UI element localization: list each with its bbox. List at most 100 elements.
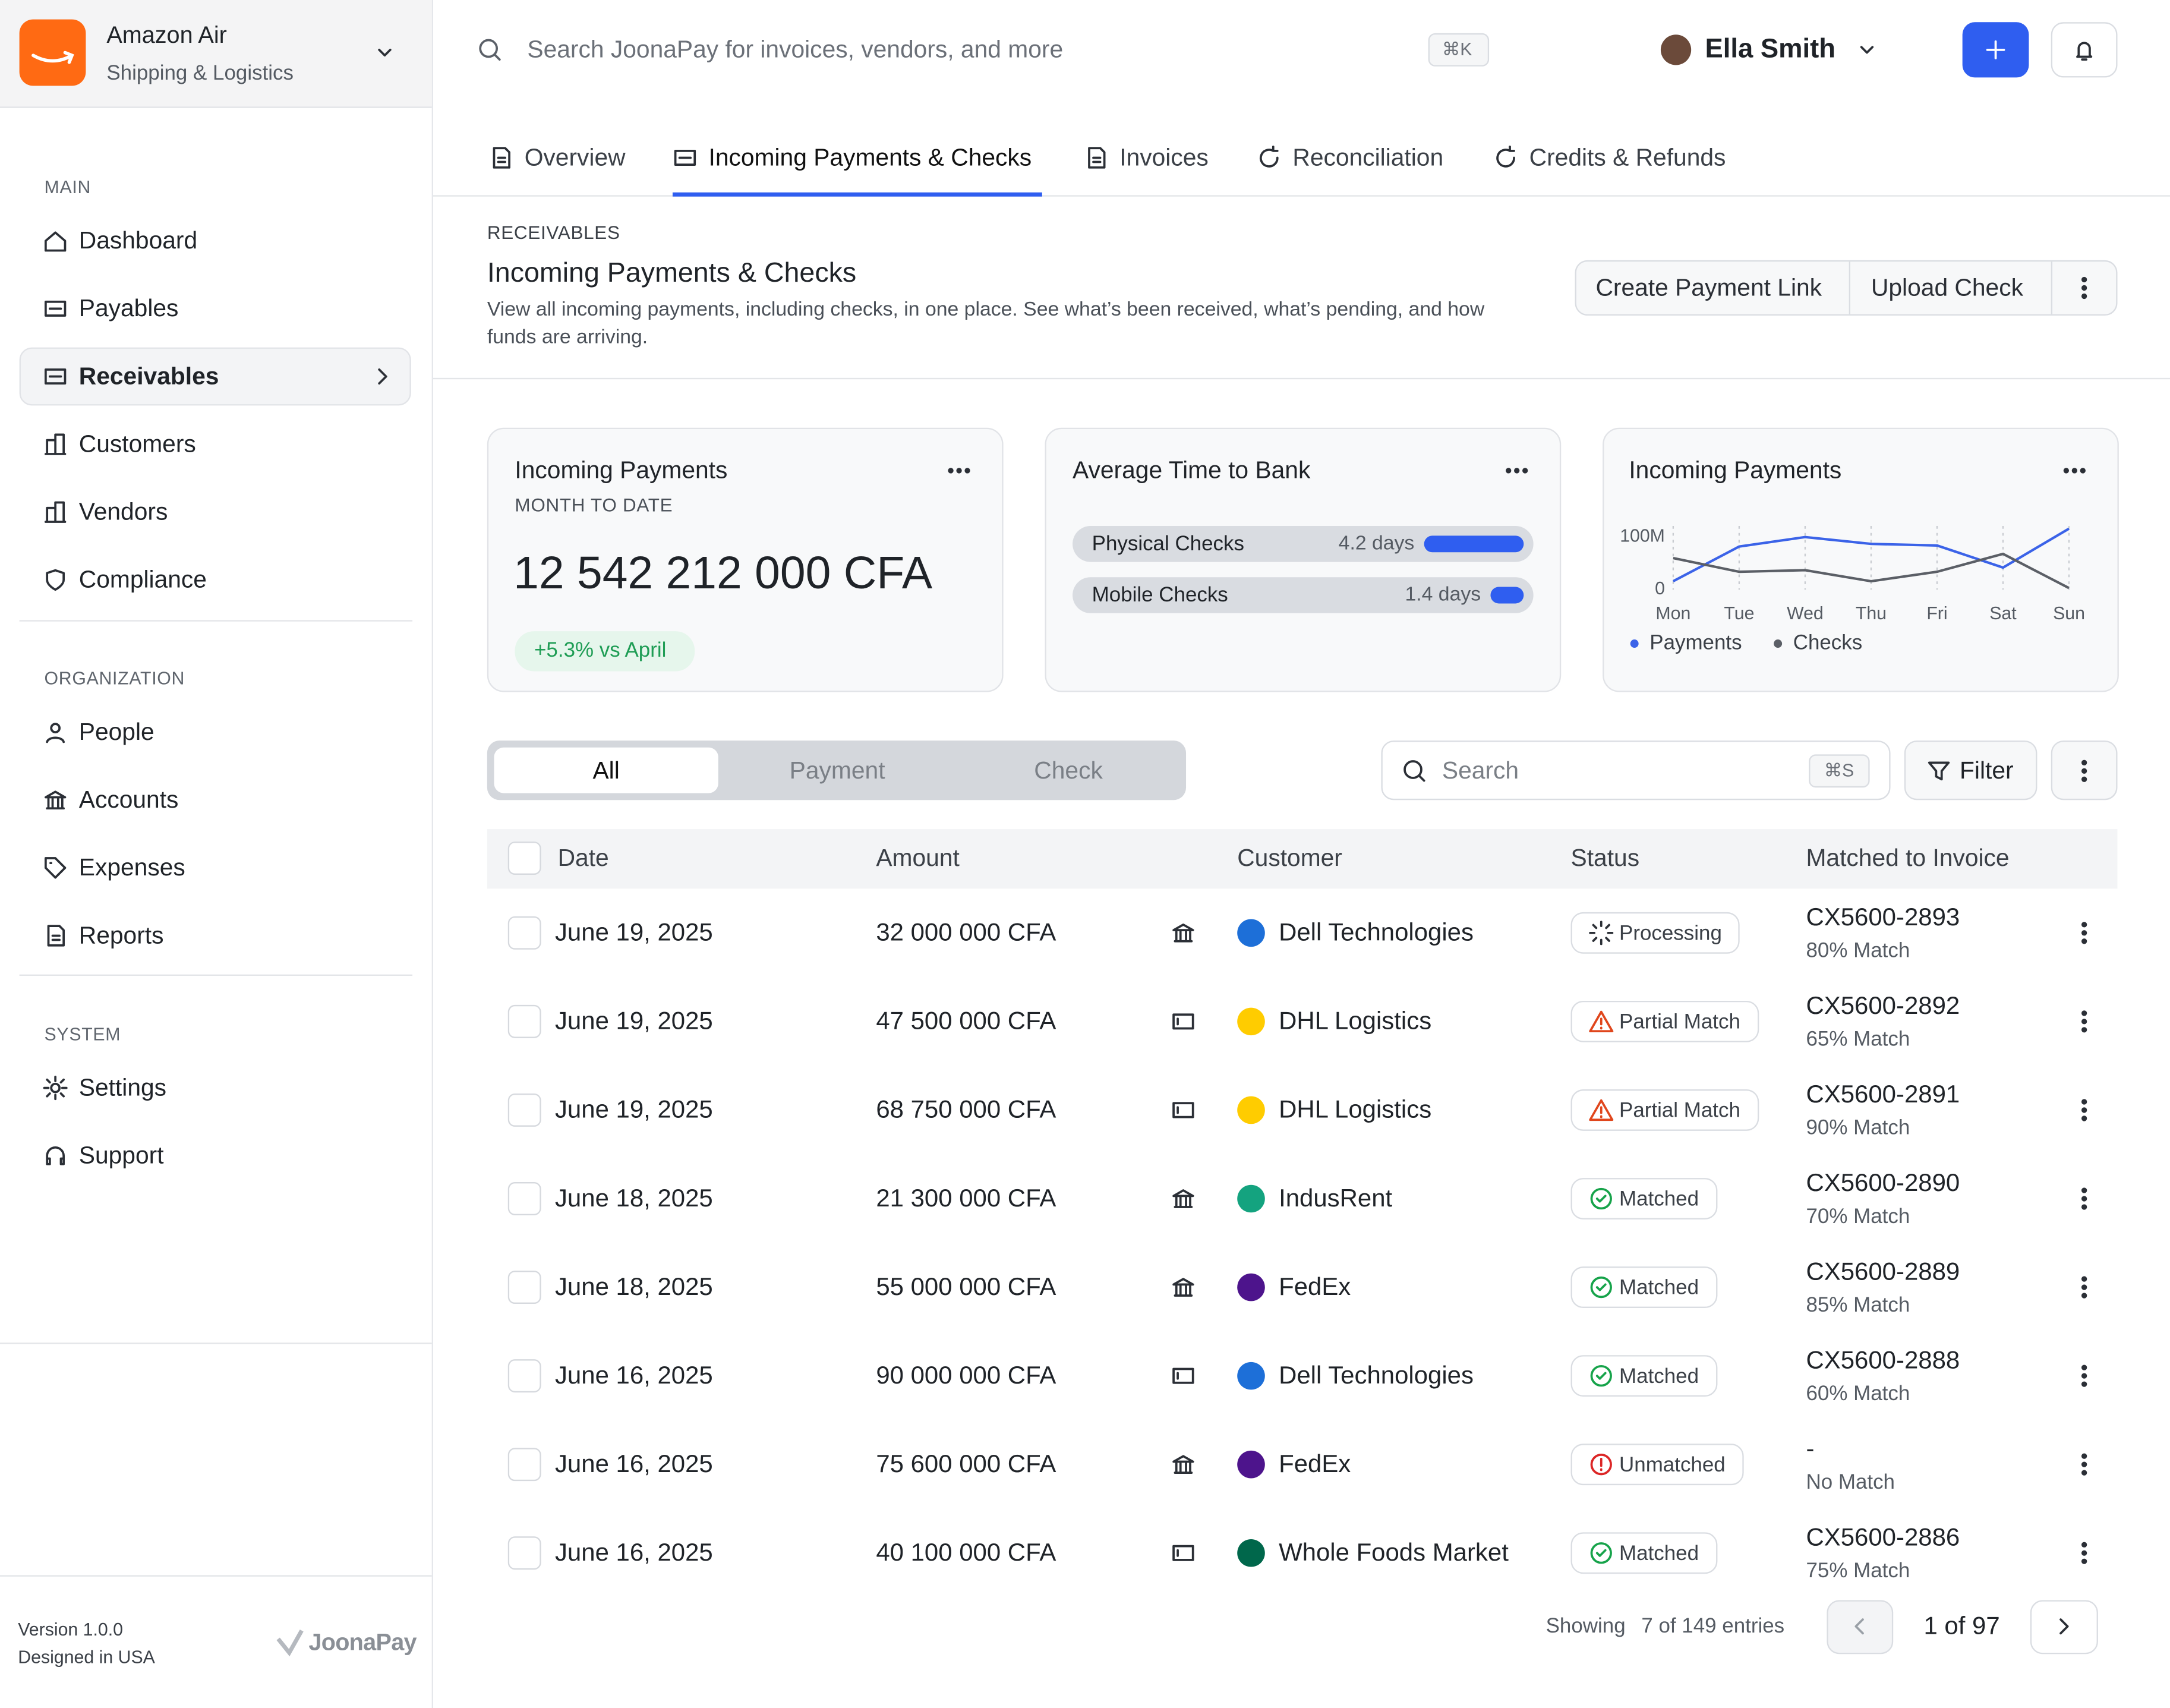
icon: [1986, 40, 2005, 59]
eyebrow: RECEIVABLES: [487, 222, 620, 243]
tab[interactable]: Invoices: [1119, 143, 1209, 171]
amount: 55 000 000 CFA: [876, 1272, 1056, 1301]
checkbox[interactable]: [507, 1182, 541, 1215]
section-title: ORGANIZATION: [44, 667, 185, 689]
tab[interactable]: Reconciliation: [1292, 143, 1444, 171]
nav-item[interactable]: Settings: [78, 1073, 167, 1101]
match: 70% Match: [1806, 1205, 1910, 1229]
page-indicator: 1 of 97: [1923, 1612, 2000, 1640]
column-header: Customer: [1237, 843, 1342, 872]
date: June 18, 2025: [554, 1184, 713, 1212]
brand-mark: [276, 1629, 304, 1657]
icon: [46, 569, 65, 591]
segment-active[interactable]: [494, 747, 718, 793]
match: 60% Match: [1806, 1382, 1910, 1406]
nav-item[interactable]: Receivables: [78, 362, 219, 390]
nav-item[interactable]: Accounts: [78, 785, 179, 814]
checkbox[interactable]: [507, 1448, 541, 1482]
segment[interactable]: Check: [1034, 756, 1103, 784]
checkbox[interactable]: [507, 1536, 541, 1570]
global-search[interactable]: Search JoonaPay for invoices, vendors, a…: [527, 35, 1064, 63]
shortcut: ⌘K: [1442, 39, 1472, 60]
nav-item[interactable]: Customers: [78, 430, 196, 458]
series-line: [1673, 552, 2070, 590]
dot: [2081, 760, 2087, 765]
checkbox[interactable]: [507, 1004, 541, 1038]
checkbox[interactable]: [507, 916, 541, 950]
time-value: 1.4 days: [1405, 582, 1481, 605]
tab[interactable]: Overview: [524, 143, 626, 171]
card-subtitle: MONTH TO DATE: [515, 494, 673, 516]
icon: [674, 150, 696, 166]
customer-logo: [1237, 1539, 1265, 1567]
nav-item[interactable]: Support: [78, 1141, 164, 1169]
y-tick-label: 100M: [1620, 527, 1665, 546]
dot: [2063, 468, 2070, 474]
checkbox[interactable]: [507, 842, 541, 875]
table-search[interactable]: [1381, 740, 1891, 801]
nav-item[interactable]: Payables: [78, 294, 179, 322]
next-button[interactable]: [2030, 1600, 2098, 1655]
icon-path: [46, 1146, 65, 1165]
column-header: Date: [557, 843, 609, 872]
action-sep: [2051, 261, 2053, 314]
icon: [1172, 923, 1194, 943]
icon-path: [1854, 1618, 1864, 1635]
icon: [44, 231, 67, 252]
icon-path: [1172, 1367, 1194, 1384]
tab[interactable]: Credits & Refunds: [1529, 143, 1726, 171]
icon-path: [378, 368, 387, 385]
dot: [2081, 1196, 2087, 1202]
checkbox[interactable]: [507, 1271, 541, 1304]
tab-border: [433, 195, 2170, 197]
icon-path: [44, 790, 67, 810]
org-logo: [19, 19, 86, 86]
card: [1603, 427, 2119, 692]
legend-label: Payments: [1649, 631, 1742, 654]
tab[interactable]: Incoming Payments & Checks: [708, 143, 1032, 171]
table-search-placeholder: Search: [1442, 756, 1519, 784]
segment[interactable]: All: [592, 756, 620, 784]
dot: [2081, 1204, 2087, 1210]
user-name[interactable]: Ella Smith: [1705, 34, 1836, 65]
nav-item[interactable]: Expenses: [78, 853, 185, 881]
icon-path: [44, 501, 67, 523]
avatar: [1660, 34, 1692, 65]
status-pill: Matched: [1570, 1178, 1717, 1219]
icon-path: [1172, 1189, 1194, 1208]
nav-item[interactable]: Dashboard: [78, 226, 198, 254]
nav-item[interactable]: Vendors: [78, 497, 168, 525]
prev-button[interactable]: [1827, 1600, 1894, 1655]
icon: [44, 790, 67, 810]
icon: [378, 368, 387, 385]
nav-active-bg[interactable]: [19, 347, 411, 406]
amount: 68 750 000 CFA: [876, 1095, 1056, 1124]
nav-item[interactable]: People: [78, 717, 154, 746]
dot: [2081, 1293, 2087, 1299]
filter-button[interactable]: [1904, 740, 2037, 801]
icon: [1589, 1010, 1614, 1033]
sidebar: [0, 0, 434, 1708]
divider: [19, 620, 413, 622]
nav-item[interactable]: Compliance: [78, 565, 207, 594]
checkbox[interactable]: [507, 1093, 541, 1127]
customer-logo: [1237, 1362, 1265, 1390]
nav-item[interactable]: Reports: [78, 921, 164, 949]
section-title: SYSTEM: [44, 1023, 121, 1045]
bell-button[interactable]: [2051, 22, 2118, 78]
customer: FedEx: [1279, 1272, 1351, 1301]
segment[interactable]: Payment: [789, 756, 885, 784]
icon: [1590, 1187, 1612, 1210]
icon: [1860, 46, 1874, 54]
y-tick-label: 0: [1655, 579, 1665, 598]
icon: [1172, 1455, 1194, 1474]
checkbox[interactable]: [507, 1359, 541, 1393]
customer: IndusRent: [1279, 1184, 1393, 1212]
action-button[interactable]: Create Payment Link: [1595, 273, 1822, 301]
kbd-box: [1809, 754, 1870, 788]
time-label: Mobile Checks: [1092, 583, 1228, 607]
status-pill: Unmatched: [1570, 1444, 1744, 1486]
action-button[interactable]: Upload Check: [1871, 273, 2023, 301]
icon-path: [1986, 40, 2005, 59]
